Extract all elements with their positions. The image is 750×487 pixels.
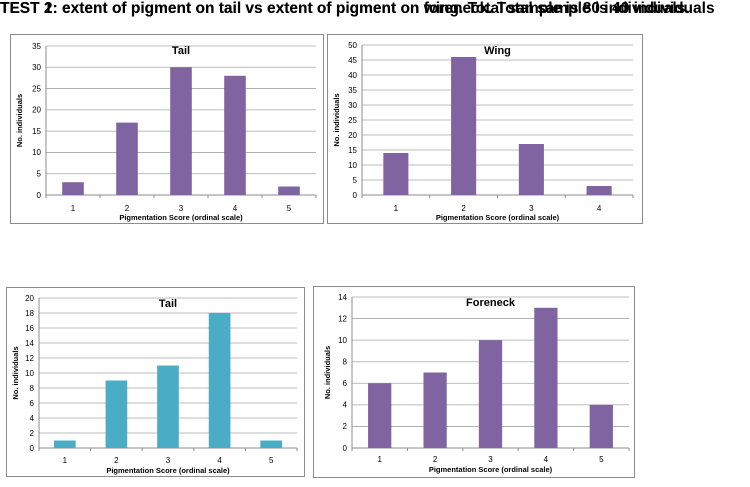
chart-test2-foreneck: 0 2 4 6 8 10 12 14 1 2 3 4 5 Foreneck Pigmentation Sco…: [313, 286, 635, 478]
y-tick-label: 45: [348, 56, 357, 65]
chart-title: Wing: [484, 45, 511, 57]
y-tick-label: 0: [353, 191, 358, 200]
y-tick-label: 18: [25, 309, 34, 318]
y-tick-label: 30: [348, 101, 357, 110]
y-axis-label: No. individuals: [15, 94, 24, 147]
x-axis-label: Pigmentation Score (ordinal scale): [429, 465, 553, 474]
x-axis-label: Pigmentation Score (ordinal scale): [119, 213, 243, 222]
y-tick-label: 10: [348, 161, 357, 170]
chart-title: Tail: [159, 298, 177, 310]
x-tick-label: 3: [529, 204, 534, 213]
y-axis-label: No. individuals: [11, 346, 20, 399]
y-tick-label: 14: [338, 293, 347, 302]
x-tick-label: 4: [217, 456, 222, 465]
x-tick-label: 5: [269, 456, 274, 465]
bar-4: [224, 75, 246, 195]
bar-4: [208, 313, 231, 448]
y-tick-label: 15: [32, 127, 41, 136]
bar-2: [423, 372, 447, 448]
test2-heading: TEST 2: extent of pigment on tail vs ext…: [0, 0, 715, 17]
y-tick-label: 20: [32, 106, 41, 115]
bar-5: [278, 186, 300, 195]
bar-1: [383, 153, 409, 195]
chart-test1-wing-plot: 0 5 10 15 20 25 30 35 40 45 50 1 2 3 4 Wing Pigmentation…: [332, 41, 634, 222]
y-tick-label: 6: [343, 379, 348, 388]
y-tick-label: 2: [343, 422, 348, 431]
x-tick-label: 5: [287, 204, 292, 213]
y-tick-label: 5: [353, 176, 358, 185]
x-tick-label: 1: [377, 455, 382, 464]
bar-2: [105, 380, 128, 448]
y-tick-label: 50: [348, 41, 357, 50]
y-tick-label: 2: [30, 429, 35, 438]
bar-2: [451, 57, 477, 195]
bar-2: [116, 122, 138, 195]
x-tick-label: 4: [544, 455, 549, 464]
bar-3: [478, 340, 503, 448]
y-tick-label: 5: [37, 170, 42, 179]
x-tick-label: 2: [433, 455, 438, 464]
x-tick-label: 3: [166, 456, 171, 465]
y-tick-label: 0: [343, 444, 348, 453]
y-tick-label: 20: [25, 294, 34, 303]
y-tick-label: 12: [25, 354, 34, 363]
x-tick-label: 3: [179, 204, 184, 213]
y-tick-label: 4: [343, 401, 348, 410]
x-tick-label: 4: [233, 204, 238, 213]
x-tick-label: 1: [63, 456, 68, 465]
y-tick-label: 25: [348, 116, 357, 125]
chart-test1-tail: 0 5 10 15 20 25 30 35 1 2 3 4 5 Tail Pigmentation Scor…: [10, 34, 324, 224]
x-tick-label: 2: [461, 204, 466, 213]
y-tick-label: 25: [32, 84, 41, 93]
y-tick-label: 8: [343, 358, 348, 367]
y-tick-label: 0: [37, 191, 42, 200]
y-tick-label: 8: [30, 384, 35, 393]
x-tick-label: 3: [488, 455, 493, 464]
bar-1: [62, 182, 84, 195]
x-tick-label: 5: [599, 455, 604, 464]
y-tick-label: 10: [25, 369, 34, 378]
bar-3: [170, 67, 192, 195]
bar-3: [157, 365, 179, 448]
y-tick-label: 4: [30, 414, 35, 423]
y-tick-label: 40: [348, 71, 357, 80]
bar-5: [260, 440, 283, 448]
x-tick-label: 2: [125, 204, 130, 213]
y-tick-label: 30: [32, 63, 41, 72]
y-tick-label: 10: [32, 148, 41, 157]
x-tick-label: 1: [394, 204, 399, 213]
y-tick-label: 10: [338, 336, 347, 345]
chart-test1-tail-plot: 0 5 10 15 20 25 30 35 1 2 3 4 5 Tail Pigmentation Scor…: [15, 42, 317, 222]
x-tick-label: 2: [114, 456, 119, 465]
bar-1: [368, 383, 392, 448]
y-tick-label: 35: [32, 42, 41, 51]
test1-heading: TEST 1: extent of pigment on tail vs ext…: [0, 0, 690, 17]
bar-5: [589, 404, 613, 448]
y-tick-label: 35: [348, 86, 357, 95]
y-tick-label: 20: [348, 131, 357, 140]
x-tick-label: 1: [71, 204, 76, 213]
bar-4: [586, 186, 612, 195]
x-tick-label: 4: [597, 204, 602, 213]
chart-title: Foreneck: [466, 297, 516, 309]
chart-test2-tail: 0 2 4 6 8 10 12 14 16 18 20 1 2 3 4 5 Tail Pigmentation S…: [6, 287, 305, 477]
y-tick-label: 0: [30, 444, 35, 453]
y-tick-label: 14: [25, 339, 34, 348]
chart-title: Tail: [172, 45, 190, 57]
chart-test1-wing: 0 5 10 15 20 25 30 35 40 45 50 1 2 3 4 Wing Pigmentation…: [327, 34, 643, 224]
bar-1: [53, 440, 76, 448]
bar-4: [534, 307, 558, 448]
y-tick-label: 16: [25, 324, 34, 333]
y-tick-label: 12: [338, 314, 347, 323]
y-tick-label: 15: [348, 146, 357, 155]
x-axis-label: Pigmentation Score (ordinal scale): [436, 213, 560, 222]
bar-3: [518, 144, 544, 195]
y-axis-label: No. individuals: [332, 93, 341, 146]
x-axis-label: Pigmentation Score (ordinal scale): [106, 466, 230, 475]
y-axis-label: No. individuals: [323, 346, 332, 399]
y-tick-label: 6: [30, 399, 35, 408]
